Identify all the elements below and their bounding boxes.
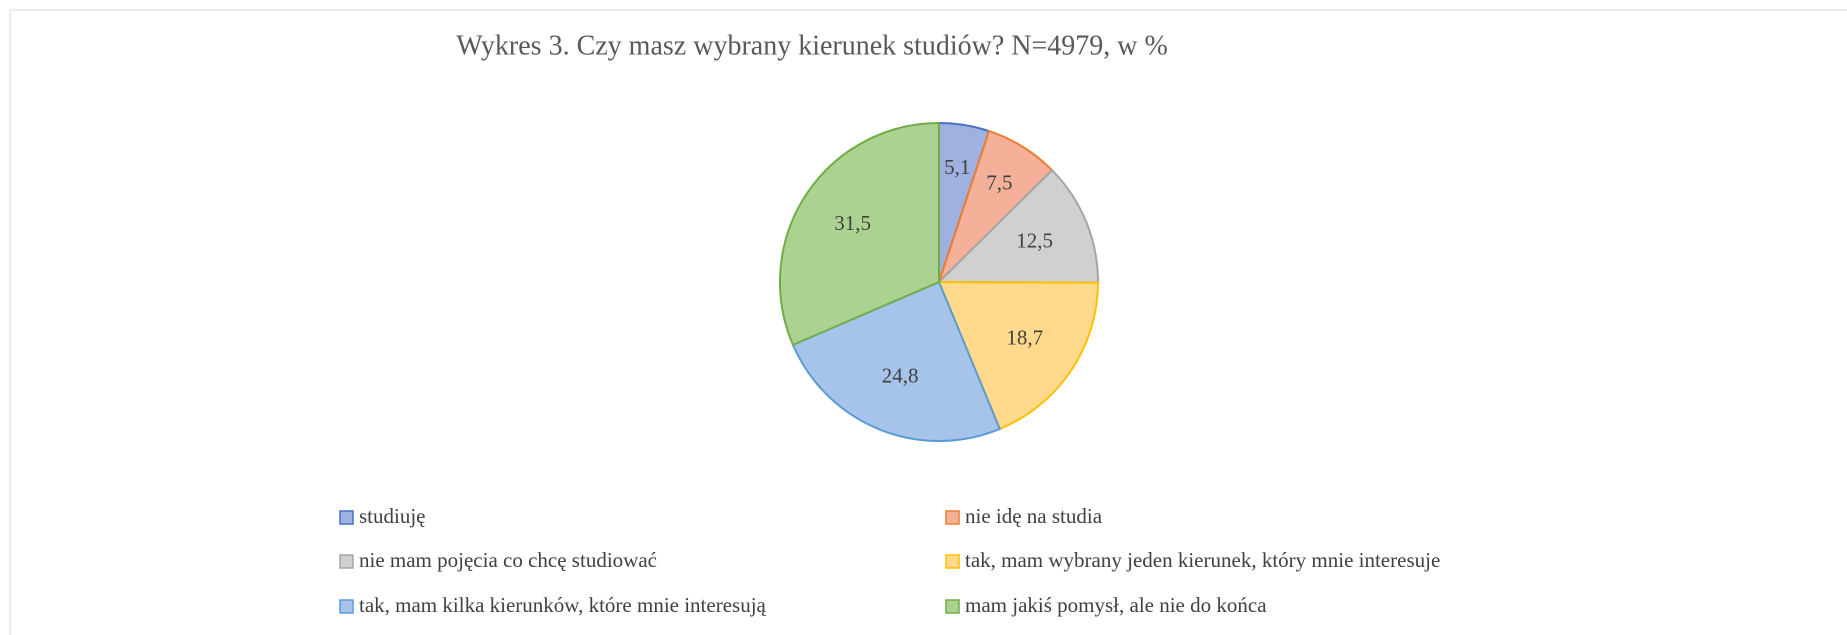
data-label: 5,1: [944, 155, 970, 179]
data-label: 12,5: [1016, 229, 1053, 253]
legend-swatch: [945, 510, 960, 525]
chart-title: Wykres 3. Czy masz wybrany kierunek stud…: [456, 30, 1168, 61]
legend-swatch: [339, 554, 354, 569]
legend-label: nie idę na studia: [965, 504, 1103, 528]
pie-slice: [936, 168, 1100, 284]
legend-label: tak, mam kilka kierunków, które mnie int…: [359, 593, 767, 617]
data-label: 31,5: [834, 211, 871, 235]
pie-slice: [779, 121, 940, 347]
legend-swatch: [945, 554, 960, 569]
data-label: 7,5: [986, 171, 1012, 195]
legend-label: tak, mam wybrany jeden kierunek, który m…: [965, 548, 1440, 572]
legend-label: nie mam pojęcia co chcę studiować: [359, 548, 657, 572]
data-label: 24,8: [882, 364, 919, 388]
legend-swatch: [339, 599, 354, 614]
legend-label: studiuję: [359, 504, 426, 528]
legend-swatch: [945, 599, 960, 614]
pie-slice: [791, 280, 1002, 442]
pie-slice: [937, 280, 1100, 431]
data-label: 18,7: [1006, 325, 1043, 349]
legend-swatch: [339, 510, 354, 525]
legend-label: mam jakiś pomysł, ale nie do końca: [965, 593, 1267, 617]
